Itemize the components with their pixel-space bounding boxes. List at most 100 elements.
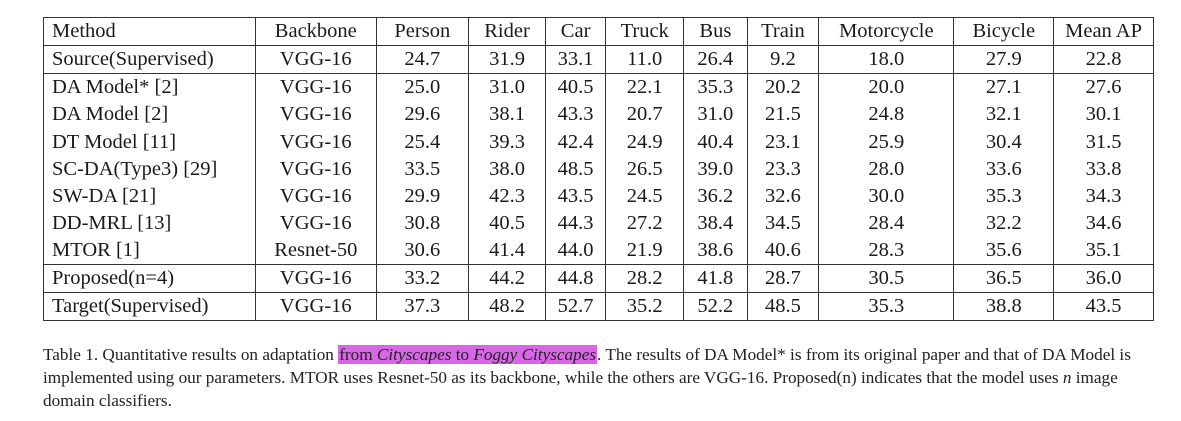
value-cell: 43.5: [1053, 291, 1154, 321]
table-row: DD-MRL [13] VGG-16 30.8 40.5 44.3 27.2 38.4 34.…: [42, 209, 1154, 237]
column-header: Mean AP: [1053, 17, 1154, 46]
value-cell: 35.6: [953, 236, 1055, 265]
value-cell: 44.0: [544, 236, 607, 265]
method-cell: DT Model [11]: [42, 128, 257, 156]
value-cell: 27.2: [605, 209, 685, 237]
value-cell: 30.6: [375, 236, 470, 265]
value-cell: 36.5: [953, 263, 1055, 293]
caption-end: image domain classifiers.: [43, 368, 1118, 410]
value-cell: 36.2: [683, 182, 748, 210]
table-row: SW-DA [21] VGG-16 29.9 42.3 43.5 24.5 36.2 32.6…: [42, 182, 1154, 210]
value-cell: 32.2: [953, 209, 1055, 237]
method-cell: SW-DA [21]: [42, 182, 257, 210]
value-cell: 31.0: [683, 101, 748, 129]
value-cell: 38.0: [468, 155, 546, 183]
value-cell: 44.8: [544, 263, 607, 293]
value-cell: 40.5: [544, 73, 607, 101]
method-cell: DA Model [2]: [42, 101, 257, 129]
backbone-cell: VGG-16: [255, 291, 377, 321]
value-cell: 30.1: [1053, 101, 1154, 129]
value-cell: 48.2: [468, 291, 546, 321]
value-cell: 33.1: [544, 45, 607, 74]
value-cell: 41.8: [683, 263, 748, 293]
value-cell: 35.3: [953, 182, 1055, 210]
value-cell: 22.8: [1053, 45, 1154, 74]
value-cell: 18.0: [818, 45, 955, 74]
column-header: Bus: [683, 17, 748, 46]
backbone-cell: VGG-16: [255, 155, 377, 183]
value-cell: 52.2: [683, 291, 748, 321]
column-header: Car: [544, 17, 607, 46]
backbone-cell: Resnet-50: [255, 236, 377, 265]
method-cell: Source(Supervised): [42, 45, 257, 74]
method-cell: Proposed(n=4): [42, 263, 257, 293]
table-body: Source(Supervised) VGG-16 24.7 31.9 33.1 11.0…: [42, 45, 1154, 321]
value-cell: 42.3: [468, 182, 546, 210]
value-cell: 9.2: [746, 45, 820, 74]
value-cell: 35.3: [683, 73, 748, 101]
value-cell: 33.6: [953, 155, 1055, 183]
value-cell: 28.4: [818, 209, 955, 237]
backbone-cell: VGG-16: [255, 45, 377, 74]
method-cell: DA Model* [2]: [42, 73, 257, 101]
backbone-cell: VGG-16: [255, 101, 377, 129]
method-cell: Target(Supervised): [42, 291, 257, 321]
value-cell: 40.5: [468, 209, 546, 237]
value-cell: 41.4: [468, 236, 546, 265]
value-cell: 20.2: [746, 73, 820, 101]
value-cell: 30.8: [375, 209, 470, 237]
value-cell: 30.0: [818, 182, 955, 210]
backbone-cell: VGG-16: [255, 263, 377, 293]
value-cell: 37.3: [375, 291, 470, 321]
header-row: Method Backbone Person Rider Car Truck Bus Trai…: [42, 17, 1154, 46]
value-cell: 27.6: [1053, 73, 1154, 101]
value-cell: 32.1: [953, 101, 1055, 129]
backbone-cell: VGG-16: [255, 73, 377, 101]
value-cell: 38.4: [683, 209, 748, 237]
table-row: DT Model [11] VGG-16 25.4 39.3 42.4 24.9 40.4 2…: [42, 128, 1154, 156]
value-cell: 39.3: [468, 128, 546, 156]
results-table: Method Backbone Person Rider Car Truck Bus Trai…: [42, 17, 1154, 321]
backbone-cell: VGG-16: [255, 182, 377, 210]
table-row: MTOR [1] Resnet-50 30.6 41.4 44.0 21.9 38.6 40.…: [42, 236, 1154, 265]
caption-to: to: [451, 345, 474, 364]
highlighted-phrase: from Cityscapes to Foggy Cityscapes: [338, 345, 598, 364]
method-cell: SC-DA(Type3) [29]: [42, 155, 257, 183]
value-cell: 31.0: [468, 73, 546, 101]
value-cell: 25.9: [818, 128, 955, 156]
column-header: Backbone: [255, 17, 377, 46]
value-cell: 33.2: [375, 263, 470, 293]
table-row: DA Model [2] VGG-16 29.6 38.1 43.3 20.7 31.0 21…: [42, 101, 1154, 129]
value-cell: 33.5: [375, 155, 470, 183]
value-cell: 32.6: [746, 182, 820, 210]
value-cell: 22.1: [605, 73, 685, 101]
column-header: Method: [42, 17, 257, 46]
backbone-cell: VGG-16: [255, 128, 377, 156]
method-cell: DD-MRL [13]: [42, 209, 257, 237]
value-cell: 24.5: [605, 182, 685, 210]
value-cell: 44.2: [468, 263, 546, 293]
value-cell: 29.6: [375, 101, 470, 129]
value-cell: 23.3: [746, 155, 820, 183]
value-cell: 34.5: [746, 209, 820, 237]
value-cell: 27.1: [953, 73, 1055, 101]
caption-body: . The results of DA Model* is from its o…: [43, 345, 1131, 387]
caption-label: Table 1. Quantitative results on adaptat…: [43, 345, 339, 364]
column-header: Motorcycle: [818, 17, 955, 46]
table-row: Target(Supervised) VGG-16 37.3 48.2 52.7 35.2…: [42, 291, 1154, 321]
value-cell: 27.9: [953, 45, 1055, 74]
value-cell: 40.4: [683, 128, 748, 156]
caption-target-dataset: Foggy Cityscapes: [473, 345, 597, 364]
value-cell: 35.1: [1053, 236, 1154, 265]
value-cell: 20.7: [605, 101, 685, 129]
table-row: Source(Supervised) VGG-16 24.7 31.9 33.1 11.0…: [42, 45, 1154, 74]
value-cell: 29.9: [375, 182, 470, 210]
value-cell: 25.4: [375, 128, 470, 156]
value-cell: 34.6: [1053, 209, 1154, 237]
backbone-cell: VGG-16: [255, 209, 377, 237]
value-cell: 43.5: [544, 182, 607, 210]
value-cell: 26.4: [683, 45, 748, 74]
column-header: Rider: [468, 17, 546, 46]
value-cell: 24.9: [605, 128, 685, 156]
value-cell: 38.8: [953, 291, 1055, 321]
